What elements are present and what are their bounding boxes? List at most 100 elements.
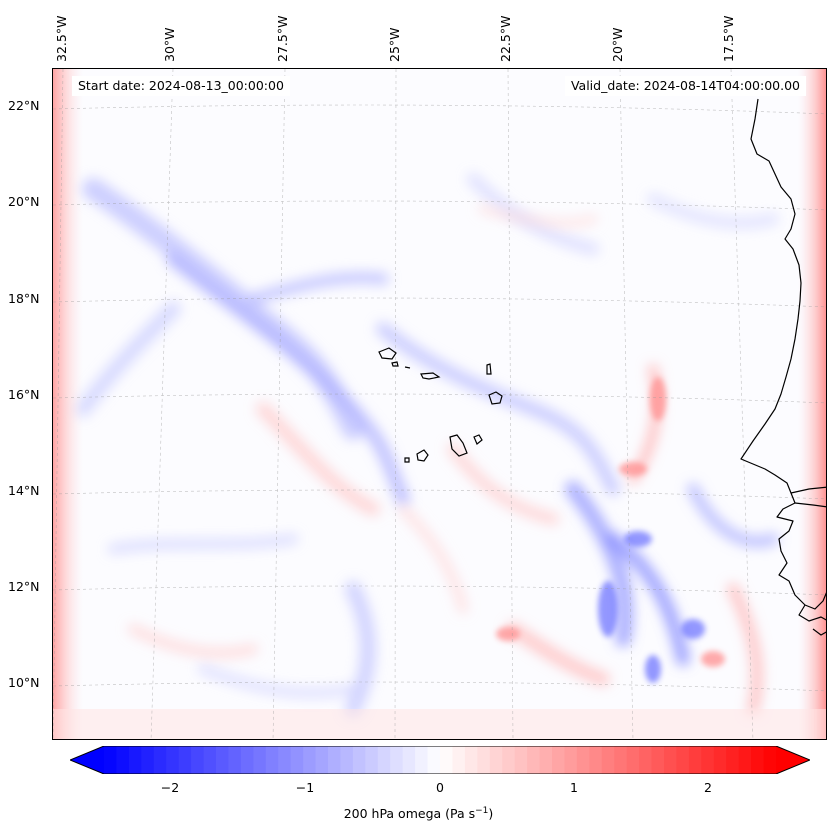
colorbar-cell <box>489 746 503 774</box>
lon-label-32-5w: 32.5°W <box>54 15 69 62</box>
island-brava <box>404 457 410 463</box>
lon-label-20w: 20°W <box>610 27 625 62</box>
colorbar-tick-minus2: −2 <box>160 780 180 795</box>
colorbar-cell <box>116 746 130 774</box>
colorbar-cell <box>104 746 117 774</box>
omega-field-map <box>53 69 826 739</box>
west-africa-coastline <box>740 98 826 636</box>
right-boundary-zone <box>798 69 826 739</box>
colorbar-cell <box>153 746 167 774</box>
colorbar-cell <box>639 746 653 774</box>
bottom-boundary-zone <box>53 709 826 739</box>
colorbar-cell <box>452 746 466 774</box>
island-sal <box>486 363 492 375</box>
colorbar-cell <box>726 746 740 774</box>
graticule <box>53 69 826 739</box>
cape-verde-islands <box>378 347 503 463</box>
lat-label-20n: 20°N <box>8 194 40 209</box>
colorbar-cell <box>701 746 715 774</box>
colorbar-cell <box>427 746 441 774</box>
colorbar-cell <box>290 746 304 774</box>
island-boa-vista <box>488 391 503 405</box>
colorbar-cell <box>514 746 528 774</box>
colorbar-cell <box>589 746 603 774</box>
colorbar-cell <box>216 746 229 774</box>
island-fogo <box>416 449 429 462</box>
lon-label-25w: 25°W <box>387 27 402 62</box>
colorbar-label: 200 hPa omega (Pa s−1) <box>343 806 494 822</box>
colorbar-cell <box>191 746 205 774</box>
lat-label-22n: 22°N <box>8 98 40 113</box>
colorbar-cell <box>601 746 615 774</box>
lat-label-14n: 14°N <box>8 483 40 498</box>
island-sao-vicente <box>391 361 399 367</box>
strong-negative-omega-cores <box>598 531 705 683</box>
colorbar-cell <box>178 746 192 774</box>
colorbar-cell <box>365 746 379 774</box>
colorbar-cell <box>527 746 541 774</box>
colorbar-cell <box>402 746 416 774</box>
colorbar-cell <box>664 746 677 774</box>
colorbar-cell <box>763 746 777 774</box>
colorbar-cell <box>415 746 429 774</box>
colorbar-cell <box>464 746 478 774</box>
colorbar-cell <box>502 746 516 774</box>
colorbar-tick-0: 0 <box>436 780 444 795</box>
island-santa-luzia <box>404 366 411 369</box>
colorbar-cell <box>576 746 590 774</box>
colorbar-cell <box>676 746 690 774</box>
start-date-label: Start date: 2024-08-13_00:00:00 <box>72 76 290 96</box>
island-santiago <box>449 434 468 457</box>
colorbar-cells <box>104 746 777 774</box>
island-santo-antao <box>378 347 397 360</box>
lat-label-16n: 16°N <box>8 387 40 402</box>
colorbar-cell <box>552 746 565 774</box>
colorbar-cell <box>203 746 217 774</box>
left-boundary-zone <box>53 69 83 739</box>
positive-omega-regions <box>128 204 763 715</box>
colorbar-cell <box>564 746 578 774</box>
colorbar-cell <box>166 746 180 774</box>
colorbar-tick-1: 1 <box>570 780 578 795</box>
map-panel <box>52 68 827 740</box>
colorbar-cell <box>390 746 404 774</box>
colorbar-cell <box>651 746 665 774</box>
lat-label-12n: 12°N <box>8 579 40 594</box>
colorbar-min-extend <box>70 746 104 774</box>
lat-label-10n: 10°N <box>8 675 40 690</box>
island-sao-nicolau <box>420 372 441 380</box>
colorbar-cell <box>377 746 391 774</box>
valid-date-label: Valid_date: 2024-08-14T04:00:00.00 <box>564 76 806 96</box>
colorbar-cell <box>315 746 329 774</box>
colorbar-cell <box>626 746 640 774</box>
lon-label-22-5w: 22.5°W <box>498 15 513 62</box>
colorbar-cell <box>352 746 366 774</box>
island-maio <box>473 434 483 445</box>
colorbar-cell <box>253 746 267 774</box>
colorbar-cell <box>688 746 702 774</box>
colorbar-cell <box>278 746 292 774</box>
negative-omega-regions <box>75 173 779 717</box>
colorbar-cell <box>440 746 453 774</box>
lon-label-17-5w: 17.5°W <box>721 15 736 62</box>
colorbar-cell <box>265 746 279 774</box>
lon-label-30w: 30°W <box>162 27 177 62</box>
colorbar-tick-2: 2 <box>704 780 712 795</box>
colorbar-tick-minus1: −1 <box>295 780 315 795</box>
colorbar-cell <box>141 746 155 774</box>
colorbar-cell <box>128 746 142 774</box>
colorbar-cell <box>303 746 317 774</box>
colorbar-cell <box>477 746 491 774</box>
colorbar-cell <box>228 746 242 774</box>
lat-label-18n: 18°N <box>8 291 40 306</box>
colorbar <box>70 746 810 774</box>
colorbar-cell <box>738 746 752 774</box>
colorbar-cell <box>539 746 553 774</box>
strong-positive-omega-cores <box>496 377 725 667</box>
colorbar-cell <box>240 746 254 774</box>
colorbar-cell <box>328 746 341 774</box>
colorbar-cell <box>713 746 727 774</box>
colorbar-cell <box>614 746 628 774</box>
colorbar-max-extend <box>776 746 810 774</box>
colorbar-cell <box>751 746 765 774</box>
